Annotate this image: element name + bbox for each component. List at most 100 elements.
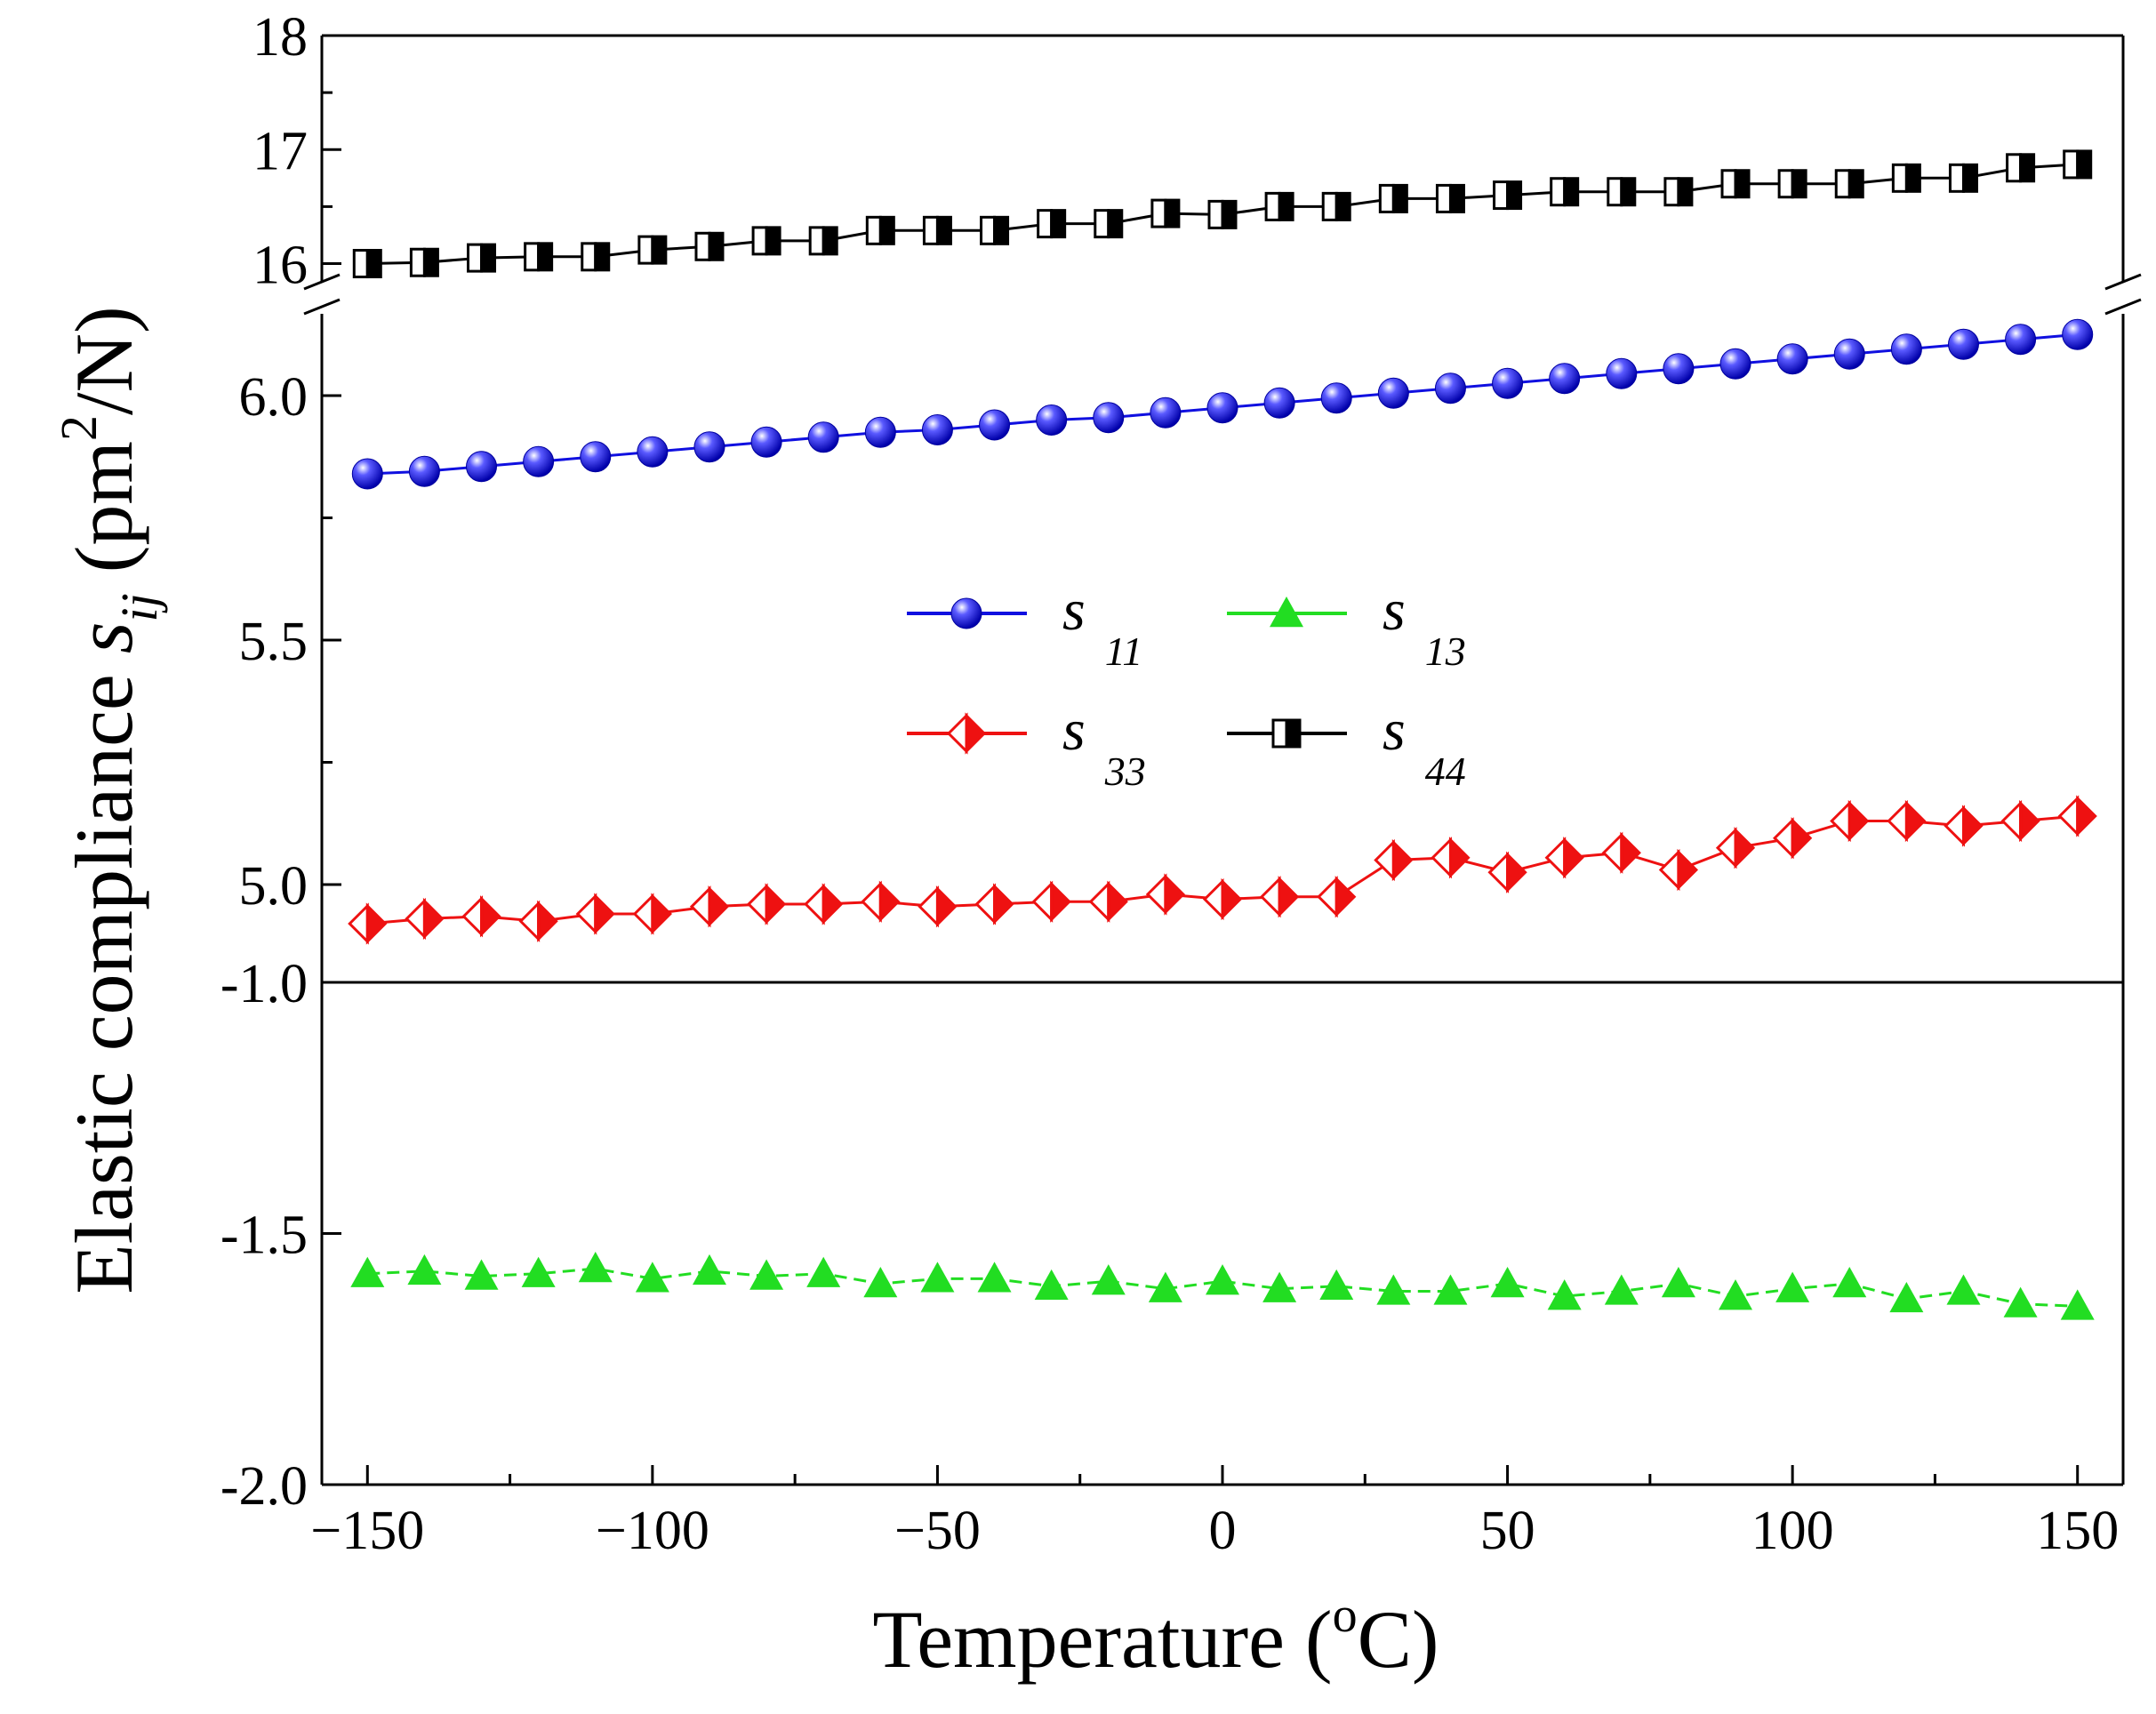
legend-subscript: 11 — [1105, 629, 1143, 674]
marker-half-right — [878, 880, 901, 923]
data-point-s11 — [1150, 396, 1182, 428]
data-point-s13 — [1946, 1274, 1981, 1305]
data-point-s44 — [2006, 153, 2036, 183]
marker-half-right — [1391, 838, 1414, 882]
data-point-s44 — [1891, 163, 1921, 193]
marker-half-left — [746, 883, 768, 925]
marker-half-left — [980, 215, 997, 245]
marker-half-right — [1847, 169, 1864, 199]
marker-half-right — [1107, 209, 1124, 239]
marker-half-right — [594, 893, 615, 935]
x-tick-label: −50 — [894, 1501, 981, 1561]
data-point-s33 — [974, 883, 1014, 925]
marker-half-right — [1050, 880, 1071, 923]
marker-half-right — [422, 247, 439, 277]
data-point-s33 — [1259, 876, 1300, 918]
marker-half-left — [1715, 827, 1737, 869]
data-point-s11 — [1492, 367, 1524, 399]
x-tick-label: 50 — [1480, 1501, 1535, 1561]
data-point-s44 — [1720, 169, 1751, 199]
data-point-s33 — [1715, 827, 1756, 869]
data-point-s13 — [635, 1261, 669, 1293]
data-point-s33 — [405, 897, 445, 941]
data-point-s33 — [348, 902, 388, 945]
data-point-s11 — [1206, 392, 1238, 424]
marker-half-left — [1487, 851, 1510, 893]
data-point-s44 — [467, 243, 497, 273]
data-point-s44 — [808, 226, 838, 256]
marker-half-left — [1550, 177, 1567, 207]
marker-half-right — [765, 883, 787, 925]
data-point-s11 — [1833, 338, 1865, 370]
data-point-s11 — [1549, 363, 1581, 395]
data-point-s11 — [693, 431, 725, 463]
marker-half-right — [2076, 795, 2097, 837]
data-point-s44 — [1550, 177, 1580, 207]
y-tick-label: 17 — [252, 121, 308, 181]
marker-half-left — [861, 880, 882, 923]
data-point-s11 — [1377, 377, 1409, 409]
data-point-s11 — [523, 445, 555, 477]
data-point-s11 — [637, 436, 669, 468]
marker-half-left — [1887, 799, 1908, 843]
marker-half-right — [1677, 177, 1694, 207]
data-point-s11 — [1434, 372, 1466, 404]
marker-half-right — [1734, 827, 1756, 869]
data-point-s44 — [751, 226, 781, 256]
data-point-s44 — [1663, 177, 1694, 207]
x-axis-title: Temperature (oC) — [872, 1588, 1439, 1685]
marker-half-left — [1207, 199, 1224, 229]
series-layer — [348, 149, 2097, 1320]
data-point-s11 — [1947, 328, 1979, 360]
marker-half-right — [1164, 198, 1181, 228]
x-tick-label: 150 — [2036, 1501, 2119, 1561]
marker-half-left — [1088, 880, 1110, 923]
data-point-s13 — [806, 1256, 841, 1287]
marker-half-left — [804, 883, 825, 925]
series-s33 — [348, 795, 2097, 945]
marker-half-left — [1150, 198, 1167, 228]
data-point-s13 — [977, 1261, 1012, 1293]
marker-half-left — [518, 900, 541, 942]
data-point-s33 — [461, 895, 501, 938]
data-point-s33 — [1601, 831, 1641, 874]
data-point-s44 — [980, 215, 1010, 245]
data-point-s13 — [1091, 1264, 1126, 1295]
data-point-s33 — [1887, 799, 1927, 843]
data-point-s13 — [578, 1252, 613, 1283]
legend-subscript: 33 — [1104, 749, 1146, 794]
marker-half-left — [1601, 831, 1623, 874]
data-point-s13 — [1889, 1281, 1924, 1313]
marker-half-right — [537, 242, 554, 272]
axis-break-mark — [2104, 273, 2142, 291]
marker-half-right — [993, 215, 1010, 245]
data-point-s11 — [979, 409, 1011, 441]
marker-half-right — [1961, 805, 1984, 847]
y-tick-label: -1.0 — [220, 954, 308, 1014]
marker-half-right — [1107, 880, 1128, 923]
marker-half-right — [1961, 163, 1978, 193]
data-point-s44 — [352, 249, 382, 279]
data-point-s11 — [1093, 402, 1125, 434]
marker-half-right — [1050, 209, 1067, 239]
legend-label: s11 — [1062, 578, 1142, 674]
legend-label: s33 — [1062, 698, 1146, 794]
marker-half-left — [1094, 209, 1110, 239]
marker-half-right — [1620, 177, 1637, 207]
x-tick-label: −100 — [596, 1501, 709, 1561]
marker-half-left — [1264, 191, 1281, 221]
data-point-s44 — [1037, 209, 1067, 239]
data-point-s11 — [1606, 357, 1638, 389]
data-point-s33 — [575, 893, 615, 935]
data-point-s13 — [521, 1256, 556, 1287]
marker-half-left — [575, 893, 597, 935]
marker-half-right — [1164, 873, 1186, 916]
marker-half-left — [2006, 153, 2023, 183]
data-point-s33 — [1202, 877, 1243, 921]
data-point-s13 — [1319, 1269, 1354, 1301]
data-point-s33 — [1830, 799, 1870, 843]
data-point-s44 — [1607, 177, 1637, 207]
marker-half-left — [405, 897, 426, 941]
data-point-s44 — [1264, 191, 1294, 221]
marker-half-right — [480, 895, 501, 938]
